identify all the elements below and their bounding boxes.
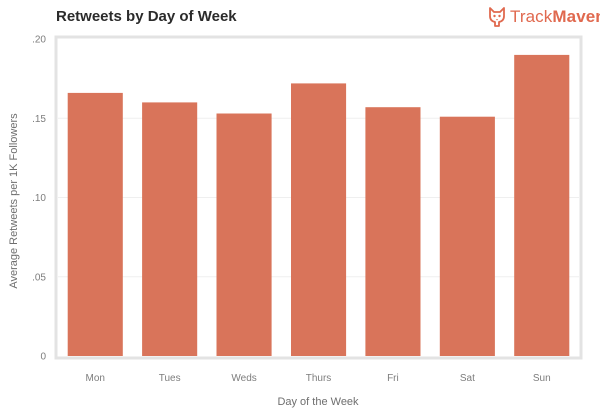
bar-tues	[142, 102, 198, 357]
y-tick-labels: 0 .05 .10 .15 .20	[32, 35, 46, 363]
y-tick-label: .15	[32, 114, 46, 125]
x-tick-label: Mon	[85, 373, 104, 384]
x-tick-label: Weds	[231, 373, 256, 384]
plot-frame	[54, 35, 583, 360]
bar-mon	[67, 92, 123, 357]
bar-sat	[439, 116, 495, 356]
dog-logo-icon	[489, 7, 505, 27]
y-tick-label: .10	[32, 193, 46, 204]
bar-fri	[365, 107, 421, 356]
y-tick-label: .20	[32, 35, 46, 46]
y-axis-title: Average Retweets per 1K Followers	[8, 113, 20, 289]
x-tick-label: Fri	[387, 373, 399, 384]
bar-weds	[216, 113, 272, 356]
chart-title: Retweets by Day of Week	[56, 8, 237, 25]
x-tick-label: Tues	[159, 373, 181, 384]
logo-text: TrackMaven	[510, 7, 600, 26]
trackmaven-logo: TrackMaven	[487, 6, 600, 28]
x-tick-label: Sat	[460, 373, 475, 384]
y-tick-label: .05	[32, 272, 46, 283]
x-axis-title: Day of the Week	[277, 396, 359, 408]
x-tick-label: Sun	[533, 373, 551, 384]
bar-thurs	[291, 83, 347, 357]
y-tick-label: 0	[40, 352, 46, 363]
bars	[67, 54, 570, 357]
x-tick-label: Thurs	[306, 373, 332, 384]
bar-sun	[514, 54, 570, 357]
x-tick-labels: Mon Tues Weds Thurs Fri Sat Sun	[85, 373, 550, 384]
